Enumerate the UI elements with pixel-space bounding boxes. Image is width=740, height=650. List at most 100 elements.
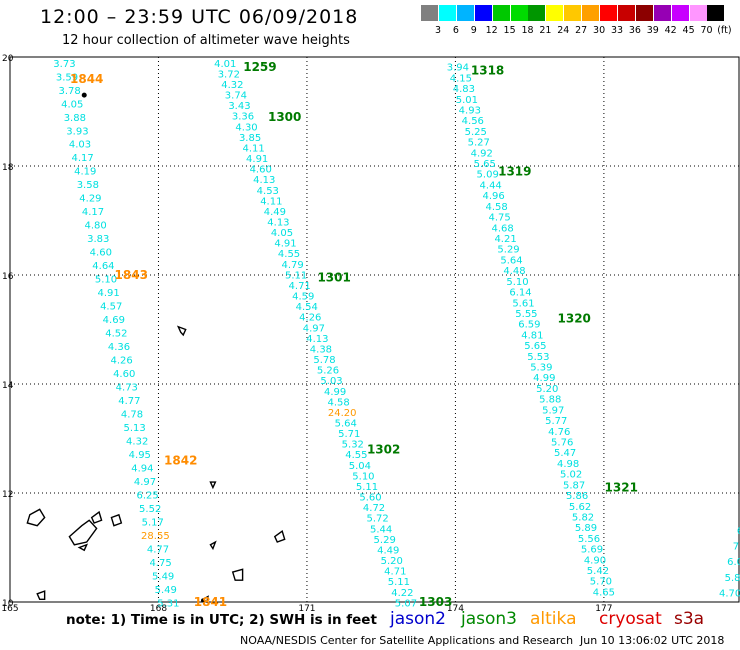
swh-value: 4.32: [221, 80, 243, 91]
island-outline: [77, 543, 89, 552]
swh-value: 4.83: [453, 84, 475, 95]
swh-value: 4.26: [110, 356, 132, 367]
legend-altika: altika: [530, 609, 577, 629]
swh-value: 4.91: [97, 288, 119, 299]
swh-value: 5.32: [342, 440, 364, 451]
island-outline: [209, 481, 217, 490]
swh-value: 5.31: [157, 598, 179, 609]
swh-value: 4.05: [61, 99, 83, 110]
swh-value: 4.71: [384, 567, 406, 578]
swh-value: 4.68: [491, 223, 513, 234]
swh-value: 3.59: [56, 72, 78, 83]
scale-label: 3: [434, 25, 442, 36]
swh-value: 4.64: [92, 261, 114, 272]
island-dot: [201, 598, 206, 603]
swh-value: 5.27: [468, 138, 490, 149]
pass-time-label: 1320: [558, 312, 591, 326]
scale-label: 30: [593, 25, 606, 36]
scale-swatch: [617, 5, 635, 21]
swh-value: 4.75: [488, 213, 510, 224]
swh-value: 5.72: [366, 514, 388, 525]
swh-value: 5.02: [560, 470, 582, 481]
swh-value: 4.17: [82, 207, 104, 218]
swh-value: 4.32: [126, 436, 148, 447]
scale-label: 21: [539, 25, 552, 36]
swh-value: 5.11: [356, 482, 378, 493]
swh-value: 4.05: [271, 228, 293, 239]
swh-value: 3.93: [66, 126, 88, 137]
scale-swatch: [474, 5, 492, 21]
scale-label: 24: [557, 25, 570, 36]
swh-value: 5.29: [497, 245, 519, 256]
y-tick-label: 10: [2, 599, 14, 609]
swh-value: 3.78: [59, 86, 81, 97]
swh-value: 5.47: [554, 448, 576, 459]
swh-value: 5.97: [542, 405, 564, 416]
scale-swatch: [528, 5, 546, 21]
scale-label: 42: [664, 25, 677, 36]
y-tick-label: 18: [2, 163, 14, 173]
scale-label: 33: [610, 25, 624, 36]
swh-value: 3.88: [64, 113, 86, 124]
swh-value: 4.55: [345, 450, 367, 461]
swh-value: 3.43: [228, 101, 250, 112]
pass-time-label: 1843: [115, 268, 148, 282]
swh-value: 4.13: [253, 175, 275, 186]
swh-value: 5.87: [563, 480, 585, 491]
swh-value: 5.29: [374, 535, 396, 546]
legend-jason2: jason2: [390, 609, 446, 629]
scale-swatch: [689, 5, 707, 21]
y-tick-label: 12: [2, 490, 13, 500]
x-tick-label: 168: [150, 604, 167, 614]
scale-swatch: [492, 5, 510, 21]
swh-value: 5.64: [500, 255, 522, 266]
swh-value: 5.82: [572, 512, 594, 523]
scale-label: 9: [470, 25, 477, 36]
x-tick-label: 177: [595, 604, 612, 614]
swh-value: 4.48: [503, 266, 525, 277]
swh-value: 4.38: [310, 344, 332, 355]
swh-value: 4.55: [278, 249, 300, 260]
swh-value: 4.93: [459, 105, 481, 116]
swh-value: 4.77: [118, 396, 140, 407]
swh-value: 5.62: [569, 502, 591, 513]
scale-swatch: [707, 5, 725, 21]
swh-value: 4.21: [494, 234, 516, 245]
swh-value: 4.91: [274, 239, 296, 250]
scale-swatch: [510, 5, 528, 21]
generated-timestamp: Jun 10 13:06:02 UTC 2018: [580, 634, 725, 647]
swh-value: 4.57: [100, 302, 122, 313]
swh-value: 28.55: [141, 531, 170, 542]
pass-time-label: 1301: [317, 271, 350, 285]
swh-value: 4.71: [289, 281, 311, 292]
swh-value: 5.01: [456, 95, 478, 106]
swh-value: 4.72: [363, 503, 385, 514]
scale-swatch: [421, 5, 438, 21]
swh-value: 4.77: [147, 544, 169, 555]
scale-label: 36: [628, 25, 641, 36]
swh-value: 5.52: [139, 504, 161, 515]
scale-swatch: [600, 5, 617, 21]
island-outline: [110, 513, 123, 527]
swh-value: 5.77: [545, 416, 567, 427]
swh-value: 4.26: [299, 313, 321, 324]
swh-value: 6.0: [727, 557, 740, 568]
swh-value: 4.80: [84, 221, 106, 232]
swh-value: 5.53: [527, 352, 549, 363]
swh-value: 4.58: [328, 397, 350, 408]
island-dot: [81, 92, 87, 98]
scale-label: 45: [682, 25, 695, 36]
swh-value: 3.74: [225, 91, 247, 102]
swh-value: 4.60: [90, 248, 112, 259]
swh-value: 4.54: [296, 302, 318, 313]
swh-value: 4.78: [121, 410, 143, 421]
swh-value: 5.65: [524, 341, 546, 352]
swh-value: 5.10: [95, 275, 117, 286]
island-outline: [209, 540, 217, 551]
y-tick-label: 20: [2, 54, 14, 64]
swh-value: 6.59: [518, 320, 540, 331]
swh-value: 5.11: [285, 270, 307, 281]
swh-value: 4.17: [71, 153, 93, 164]
swh-value: 5.88: [539, 395, 561, 406]
legend-s3a: s3a: [674, 609, 705, 629]
